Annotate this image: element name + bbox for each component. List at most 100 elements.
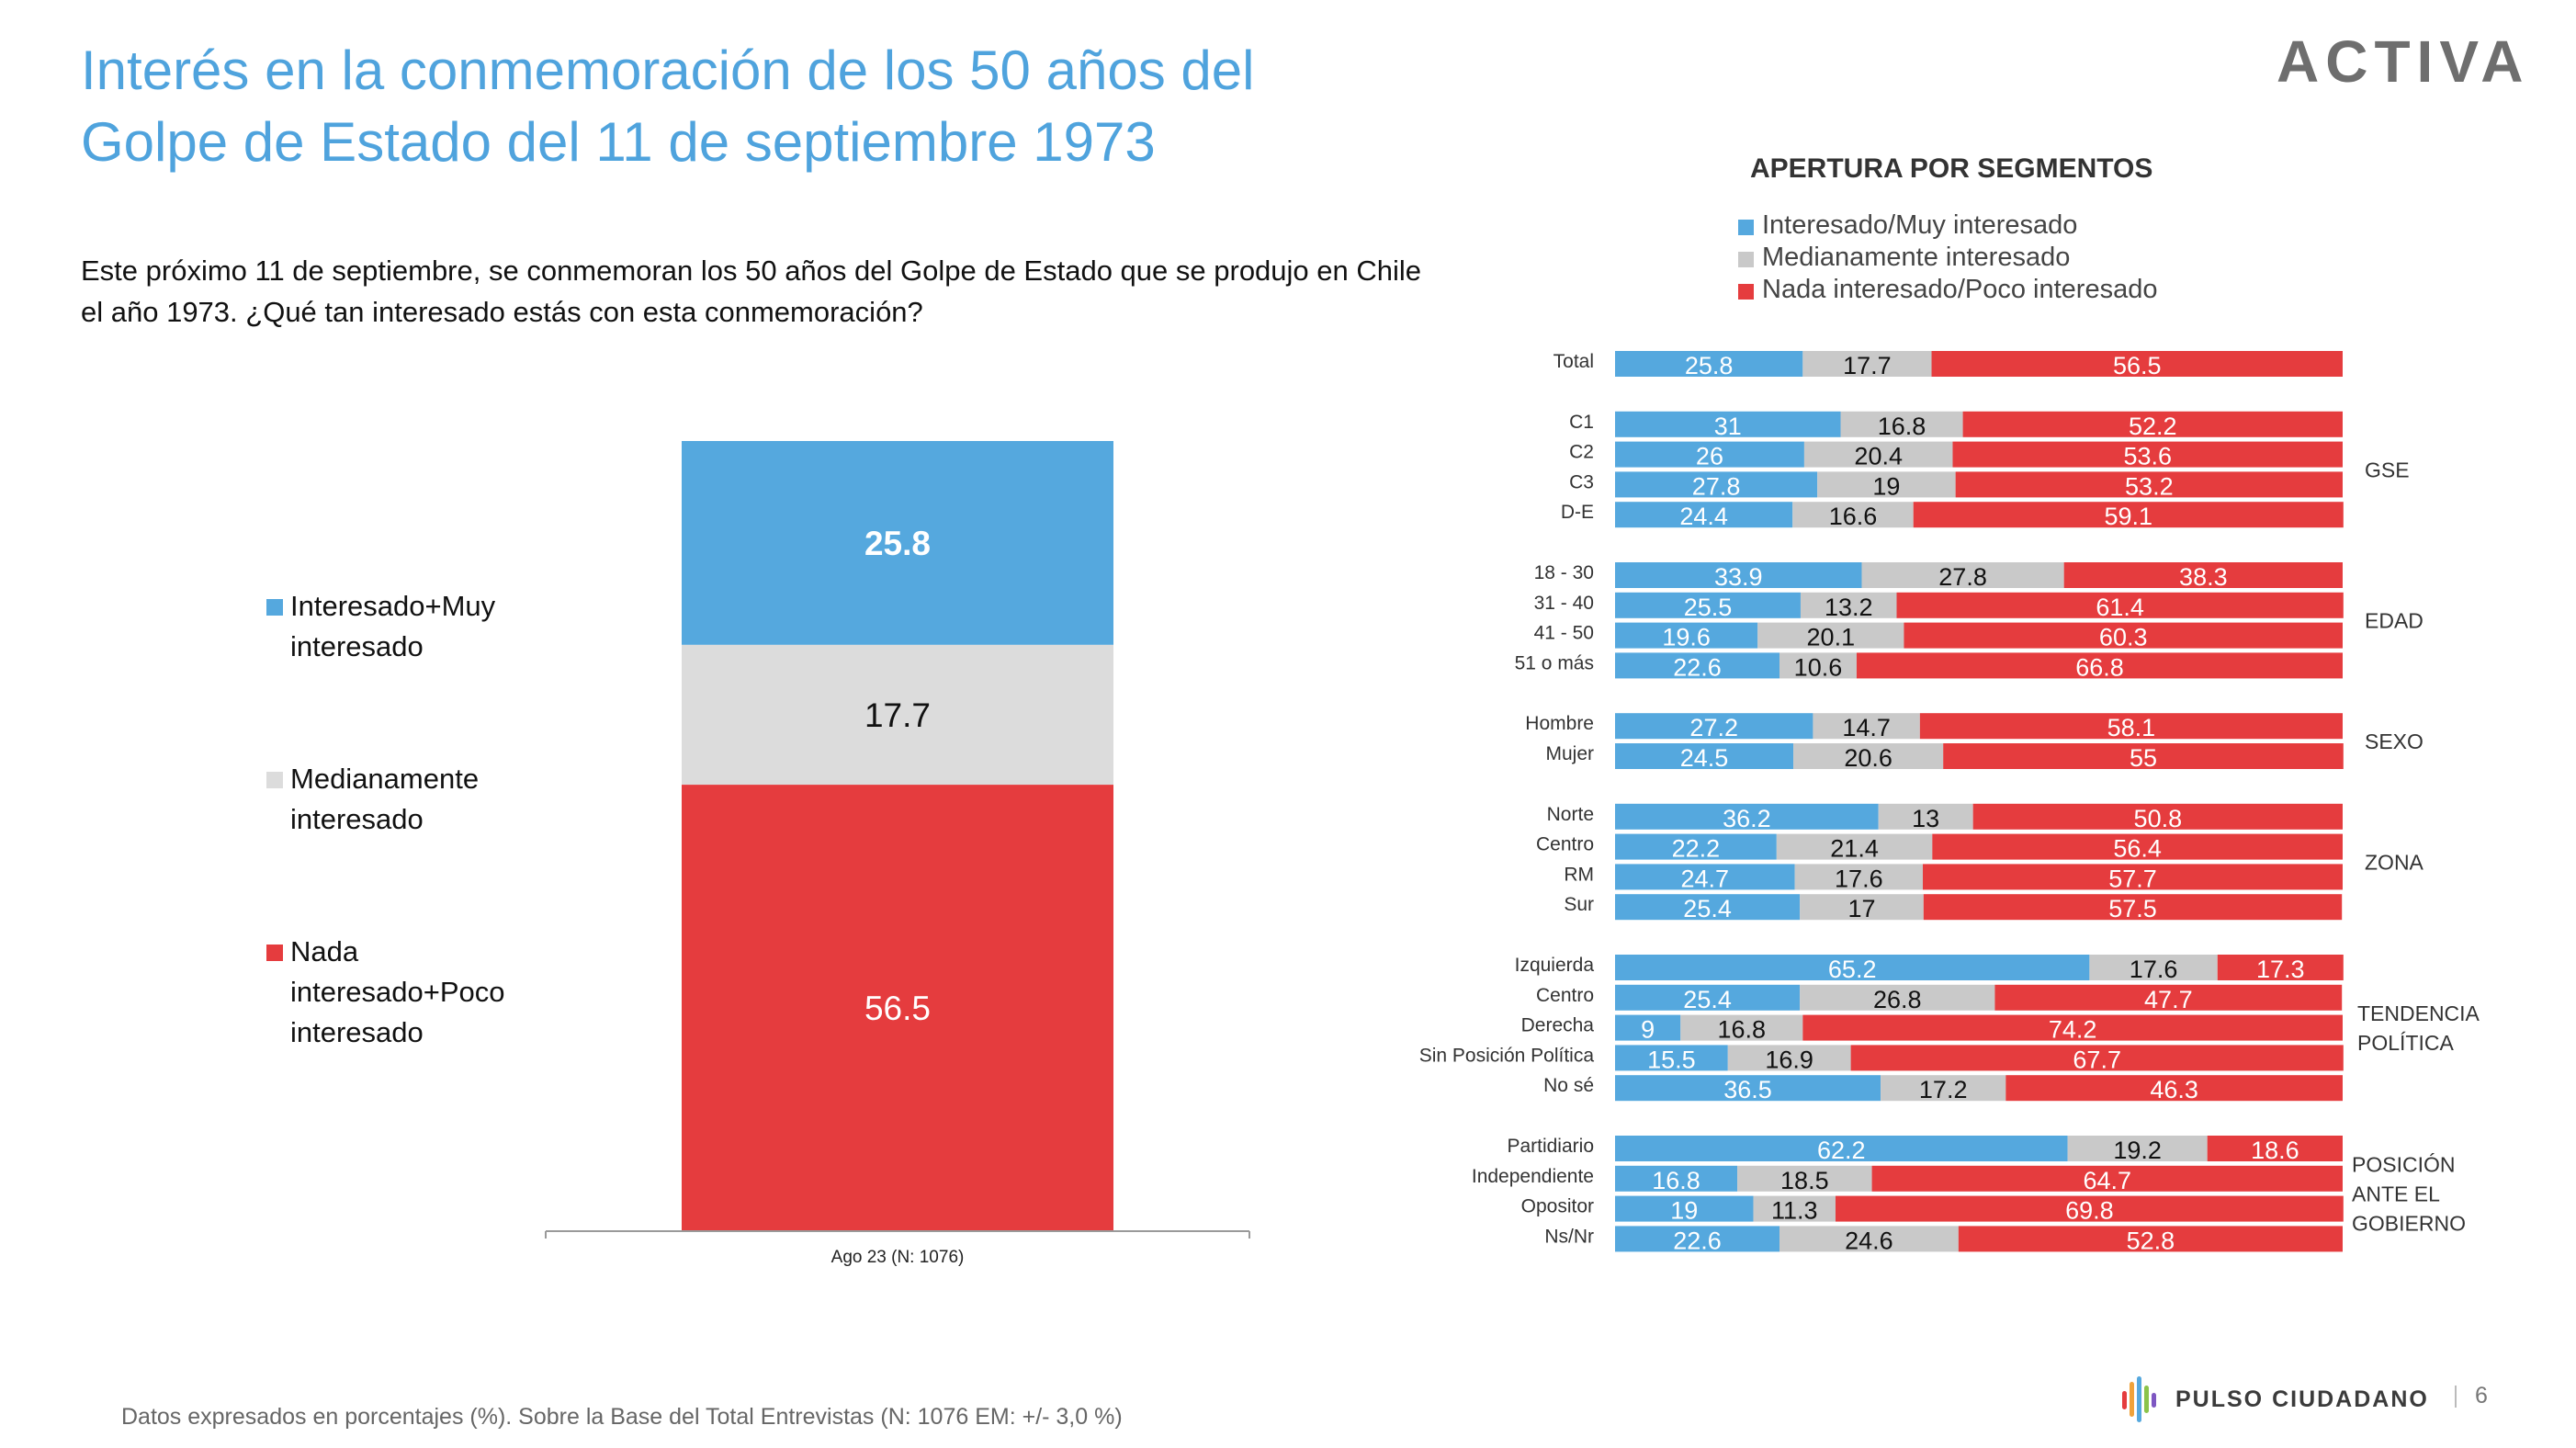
- segment-bar: [1727, 1045, 1851, 1071]
- segment-row-label: RM: [1564, 864, 1594, 885]
- segment-value-label: 17.6: [2130, 956, 2178, 983]
- segment-value-label: 20.4: [1854, 443, 1903, 470]
- main-category-label: Ago 23 (N: 1076): [831, 1248, 965, 1267]
- segment-value-label: 10.6: [1794, 653, 1843, 681]
- segment-group-label: GSE: [2365, 458, 2410, 481]
- segment-row-label: Sur: [1564, 894, 1594, 915]
- segment-bar: [1753, 1195, 1836, 1222]
- segment-value-label: 19.6: [1662, 624, 1711, 651]
- segment-bar: [1923, 864, 2343, 890]
- main-legend-label: Nada: [290, 935, 359, 967]
- segments-chart: Total 25.8 17.7 56.5 C1 31 16.8 52.2 C2 26 20.4 53.…: [1419, 351, 2480, 1254]
- segment-value-label: 17.7: [1843, 352, 1892, 379]
- segment-bar: [1615, 1226, 1779, 1252]
- segment-row-label: C1: [1569, 412, 1594, 433]
- segment-bar: [1615, 713, 1813, 740]
- segment-bar: [1615, 864, 1795, 890]
- segment-bar: [1794, 864, 1924, 890]
- segment-bar: [1615, 622, 1758, 649]
- blue-square-icon: [266, 599, 283, 616]
- segment-row-label: 41 - 50: [1534, 623, 1594, 644]
- segment-group-label: POLÍTICA: [2357, 1031, 2454, 1055]
- segment-bar: [1615, 1014, 1681, 1041]
- segment-value-label: 18.6: [2251, 1137, 2299, 1164]
- segment-bar: [1952, 441, 2343, 468]
- segment-row-label: Ns/Nr: [1544, 1226, 1594, 1247]
- segments-legend-item: Nada interesado/Poco interesado: [1736, 274, 2157, 306]
- segment-bar: [1871, 1165, 2343, 1192]
- segment-value-label: 24.6: [1845, 1227, 1893, 1254]
- segment-value-label: 17.3: [2256, 956, 2305, 983]
- segment-bar: [1779, 1226, 1959, 1252]
- segments-legend-item: Interesado/Muy interesado: [1736, 209, 2157, 242]
- segment-bar: [1962, 411, 2343, 437]
- main-bar-value: 17.7: [864, 696, 931, 734]
- segment-value-label: 55: [2130, 744, 2157, 772]
- segment-value-label: 66.8: [2075, 653, 2124, 681]
- segment-value-label: 52.8: [2127, 1227, 2175, 1254]
- segment-bar: [1615, 351, 1803, 377]
- main-chart: 25.8 17.7 56.5 Ago 23 (N: 1076): [545, 441, 1250, 1267]
- brand-logo: ACTIVA: [2277, 28, 2530, 95]
- segment-bar: [1615, 984, 1801, 1011]
- segment-bar: [1615, 1045, 1728, 1071]
- segment-row-label: Total: [1554, 351, 1594, 372]
- survey-question: Este próximo 11 de septiembre, se conmem…: [81, 255, 1422, 328]
- segment-value-label: 14.7: [1842, 714, 1891, 741]
- segment-bar: [1840, 411, 1963, 437]
- segment-value-label: 16.6: [1829, 503, 1878, 530]
- segment-row-label: Norte: [1547, 804, 1594, 825]
- segment-bar: [1955, 471, 2343, 498]
- segment-value-label: 16.8: [1718, 1016, 1767, 1044]
- segment-value-label: 53.2: [2125, 472, 2174, 500]
- segments-legend-label: Nada interesado/Poco interesado: [1762, 275, 2158, 304]
- pulso-ciudadano-text: PULSO CIUDADANO: [2175, 1386, 2429, 1412]
- main-bar-segment: [682, 441, 1113, 645]
- segment-value-label: 15.5: [1647, 1046, 1696, 1073]
- segment-bar: [2005, 1075, 2343, 1102]
- segment-bar: [1919, 713, 2343, 740]
- segment-bar: [1800, 592, 1897, 618]
- segment-value-label: 36.2: [1723, 805, 1771, 832]
- main-legend-item: Nada interesado+Poco interesado: [263, 932, 505, 1053]
- segment-value-label: 36.5: [1723, 1076, 1772, 1103]
- segment-bar: [1913, 502, 2344, 528]
- page-number: 6: [2475, 1383, 2488, 1408]
- segment-bar: [1972, 803, 2343, 830]
- segment-value-label: 56.5: [2113, 352, 2162, 379]
- segment-bar: [1861, 562, 2064, 588]
- segment-bar: [1994, 984, 2343, 1011]
- main-bar-value: 25.8: [864, 525, 931, 562]
- segment-bar: [1615, 592, 1801, 618]
- segment-row-label: 51 o más: [1515, 652, 1594, 673]
- segment-row-label: Sin Posición Política: [1419, 1045, 1595, 1066]
- segment-value-label: 17: [1847, 895, 1875, 922]
- segment-bar: [1615, 441, 1804, 468]
- segment-bar: [1800, 984, 1995, 1011]
- segment-bar: [1615, 1165, 1738, 1192]
- segment-group-label: GOBIERNO: [2352, 1212, 2466, 1236]
- segment-bar: [1958, 1226, 2343, 1252]
- segment-bar: [1615, 803, 1879, 830]
- segment-group-label: SEXO: [2365, 730, 2423, 753]
- segment-value-label: 24.4: [1679, 503, 1728, 530]
- segment-bar: [1931, 351, 2343, 377]
- main-legend-label: interesado+Poco: [290, 976, 505, 1008]
- segment-bar: [1615, 652, 1779, 679]
- segment-row-label: Opositor: [1521, 1196, 1594, 1217]
- segment-bar: [1792, 502, 1914, 528]
- segment-value-label: 20.6: [1844, 744, 1892, 772]
- segment-bar: [1881, 1075, 2006, 1102]
- segment-row-label: Hombre: [1525, 713, 1594, 734]
- segments-legend-item: Medianamente interesado: [1736, 242, 2157, 274]
- segment-bar: [1904, 622, 2343, 649]
- segment-value-label: 27.8: [1692, 472, 1741, 500]
- red-square-icon: [266, 945, 283, 961]
- segment-row-label: 31 - 40: [1534, 593, 1594, 614]
- segment-value-label: 24.7: [1681, 865, 1730, 892]
- main-bar-value: 56.5: [864, 990, 931, 1027]
- segment-value-label: 67.7: [2073, 1046, 2121, 1073]
- segment-bar: [2207, 1136, 2343, 1161]
- segment-bar: [2089, 955, 2218, 980]
- segment-value-label: 19: [1670, 1197, 1698, 1225]
